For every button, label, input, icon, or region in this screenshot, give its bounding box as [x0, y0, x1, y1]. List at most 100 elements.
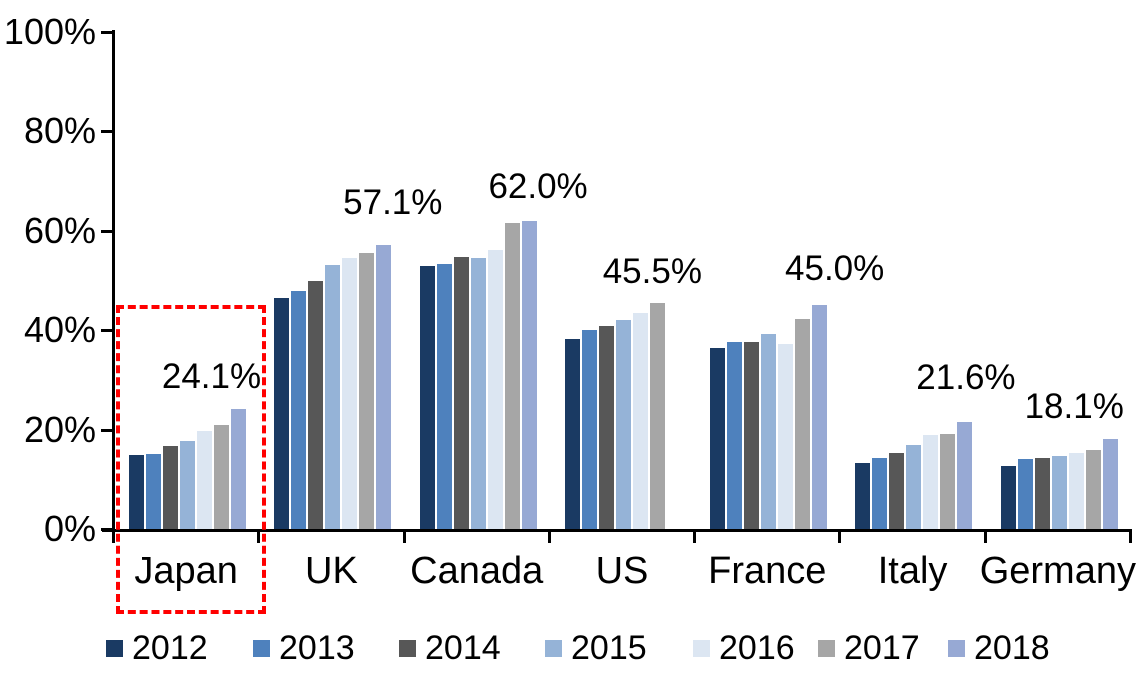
x-tick-mark [983, 529, 987, 543]
y-tick-label-20: 20% [23, 408, 96, 450]
bar-canada-2014 [453, 257, 469, 529]
x-tick-mark [838, 529, 842, 543]
bar-us-2017 [649, 302, 665, 529]
bar-italy-2016 [923, 435, 939, 529]
bar-canada-2015 [470, 258, 486, 529]
bar-france-2013 [727, 342, 743, 529]
legend-swatch-2014 [399, 639, 416, 657]
legend-label-2015: 2015 [571, 629, 647, 667]
legend-label-2018: 2018 [974, 629, 1050, 667]
legend-swatch-2018 [948, 639, 965, 657]
bar-france-2016 [778, 344, 794, 529]
legend-label-2016: 2016 [719, 629, 795, 667]
legend-item-2012: 2012 [106, 631, 208, 665]
data-label-us: 45.5% [602, 251, 702, 291]
legend-swatch-2016 [693, 639, 710, 657]
x-category-label-canada: Canada [410, 550, 544, 592]
y-tick-mark [101, 329, 113, 333]
bar-uk-2012 [274, 298, 290, 529]
bar-uk-2014 [308, 281, 324, 529]
x-category-label-uk: UK [305, 550, 358, 592]
legend-swatch-2012 [106, 639, 123, 657]
y-axis-line [112, 30, 115, 532]
y-tick-label-100: 100% [3, 11, 96, 52]
x-axis-line [102, 529, 1132, 532]
bar-japan-2012 [129, 455, 144, 529]
bar-us-2015 [615, 320, 631, 529]
bar-france-2015 [761, 334, 777, 529]
legend-item-2015: 2015 [545, 631, 647, 665]
x-tick-mark [547, 529, 551, 543]
bar-germany-2016 [1068, 452, 1084, 529]
bar-france-2012 [710, 347, 726, 529]
bar-italy-2013 [872, 458, 888, 529]
x-category-label-us: US [595, 550, 649, 592]
bar-uk-2016 [342, 258, 358, 529]
bar-japan-2017 [214, 425, 229, 529]
y-tick-label-40: 40% [23, 309, 96, 351]
bar-france-2018 [812, 305, 828, 529]
y-tick-mark [101, 31, 113, 34]
legend-swatch-2015 [545, 639, 562, 657]
legend-label-2017: 2017 [844, 629, 920, 667]
bar-uk-2018 [376, 245, 392, 529]
y-tick-mark [101, 229, 113, 233]
bar-germany-2013 [1017, 459, 1033, 529]
bar-germany-2018 [1102, 439, 1118, 529]
legend-item-2013: 2013 [253, 631, 355, 665]
bar-germany-2017 [1085, 449, 1101, 529]
bar-italy-2014 [889, 452, 905, 529]
bar-germany-2012 [1000, 466, 1016, 529]
x-tick-mark [1129, 529, 1132, 543]
y-tick-mark [101, 130, 113, 134]
bar-us-2016 [632, 312, 648, 529]
bar-canada-2012 [419, 266, 435, 529]
y-tick-label-60: 60% [23, 209, 96, 251]
x-category-label-japan: Japan [134, 550, 238, 592]
bar-japan-2018 [231, 409, 246, 529]
bar-germany-2014 [1034, 457, 1050, 529]
x-category-label-germany: Germany [979, 550, 1136, 592]
legend-item-2014: 2014 [399, 631, 501, 665]
bar-canada-2016 [487, 250, 503, 529]
bar-uk-2015 [325, 264, 341, 529]
x-tick-mark [693, 529, 697, 543]
y-tick-mark [101, 428, 113, 432]
y-tick-label-80: 80% [23, 110, 96, 152]
bar-france-2014 [744, 342, 760, 529]
bar-germany-2015 [1051, 455, 1067, 529]
x-tick-mark [402, 529, 406, 543]
japan-highlight-box [116, 305, 266, 614]
bar-uk-2013 [291, 291, 307, 529]
bar-italy-2015 [906, 445, 922, 529]
bar-canada-2018 [521, 220, 537, 529]
bar-france-2017 [795, 318, 811, 529]
bar-japan-2015 [180, 440, 195, 529]
data-label-japan: 24.1% [161, 357, 262, 397]
bar-canada-2017 [504, 222, 520, 529]
bar-italy-2017 [940, 433, 956, 529]
legend-label-2013: 2013 [279, 629, 355, 667]
x-category-label-france: France [708, 550, 827, 592]
data-label-france: 45.0% [785, 249, 885, 289]
legend-label-2012: 2012 [132, 629, 208, 667]
data-label-germany: 18.1% [1024, 387, 1124, 427]
bar-us-2013 [581, 330, 597, 529]
x-category-label-italy: Italy [877, 550, 948, 592]
y-tick-label-0: 0% [43, 508, 96, 549]
data-label-uk: 57.1% [343, 183, 443, 223]
legend-swatch-2017 [818, 639, 835, 657]
bar-uk-2017 [359, 252, 375, 529]
legend-item-2016: 2016 [693, 631, 795, 665]
data-label-canada: 62.0% [488, 166, 588, 206]
bar-us-2012 [564, 339, 580, 529]
bar-japan-2013 [146, 454, 161, 529]
legend-swatch-2013 [253, 639, 270, 657]
legend-label-2014: 2014 [425, 629, 501, 667]
x-tick-mark [257, 529, 261, 543]
legend-item-2018: 2018 [948, 631, 1050, 665]
bar-italy-2012 [855, 462, 871, 529]
bar-japan-2014 [163, 446, 178, 529]
bar-japan-2016 [197, 431, 212, 529]
